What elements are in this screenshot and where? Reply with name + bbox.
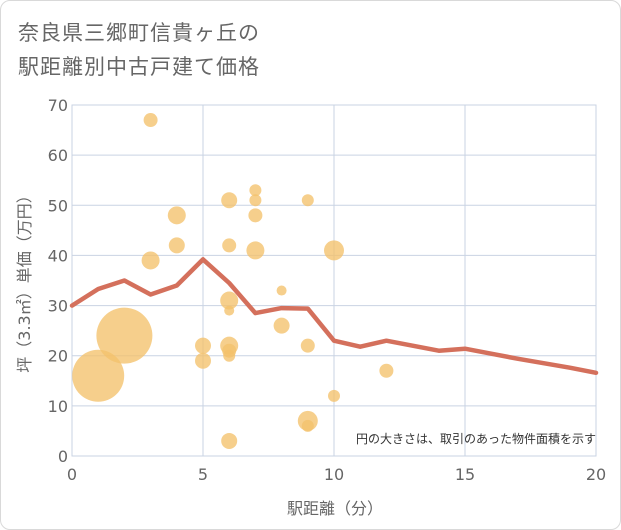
x-tick-label: 0 [67, 465, 77, 484]
y-tick-label: 0 [58, 447, 68, 466]
data-bubble [141, 251, 160, 270]
x-tick-label: 5 [198, 465, 208, 484]
chart-title: 奈良県三郷町信貴ヶ丘の 駅距離別中古戸建て価格 [18, 16, 260, 84]
data-bubble [276, 285, 287, 296]
data-bubble [222, 238, 237, 253]
data-bubble [324, 240, 344, 261]
y-tick-label: 30 [48, 297, 68, 316]
trend-line [69, 257, 599, 376]
data-bubble [223, 349, 236, 362]
data-bubble [143, 113, 158, 128]
y-tick-label: 40 [48, 246, 68, 265]
data-bubble [221, 432, 238, 449]
size-annotation: 円の大きさは、取引のあった物件面積を示す [356, 431, 596, 446]
y-tick-label: 60 [48, 146, 68, 165]
x-tick-label: 10 [324, 465, 344, 484]
data-bubble [167, 206, 186, 225]
trend-line-layer [69, 257, 599, 376]
data-bubble [221, 192, 238, 209]
y-tick-label: 20 [48, 347, 68, 366]
data-bubble [300, 338, 315, 353]
chart-title-line1: 奈良県三郷町信貴ヶ丘の [18, 21, 260, 45]
axes: 0 10 20 30 40 50 60 70 0 5 10 15 20 [48, 96, 607, 484]
x-tick-label: 20 [586, 465, 606, 484]
x-axis-label: 駅距離（分） [287, 499, 383, 518]
chart-title-line2: 駅距離別中古戸建て価格 [18, 55, 260, 79]
data-bubble [273, 317, 290, 334]
y-tick-label: 70 [48, 96, 68, 115]
x-tick-label: 15 [455, 465, 475, 484]
data-bubble [246, 241, 265, 260]
grid [71, 104, 597, 457]
data-bubble [328, 389, 340, 402]
y-axis-label: 坪（3.3㎡）単価（万円） [15, 187, 34, 372]
y-tick-label: 50 [48, 196, 68, 215]
bubble-layer [72, 113, 394, 449]
y-tick-label: 10 [48, 397, 68, 416]
data-bubble [168, 237, 185, 254]
data-bubble [301, 194, 314, 207]
data-bubble [249, 184, 262, 197]
data-bubble [224, 305, 235, 316]
data-bubble [249, 194, 262, 207]
data-bubble [72, 349, 125, 402]
data-bubble [195, 352, 211, 369]
data-bubble [379, 363, 394, 378]
data-bubble [301, 419, 314, 432]
data-bubble [195, 337, 211, 354]
data-bubble [248, 208, 263, 223]
data-bubble [220, 291, 239, 310]
data-bubble [96, 307, 153, 364]
